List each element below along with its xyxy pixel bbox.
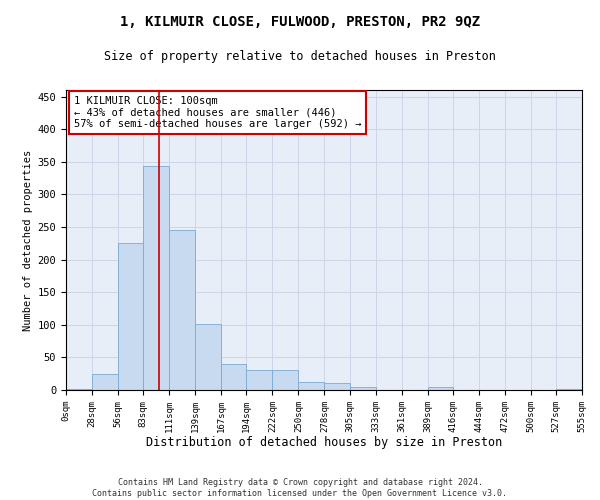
Y-axis label: Number of detached properties: Number of detached properties <box>23 150 34 330</box>
Text: 1, KILMUIR CLOSE, FULWOOD, PRESTON, PR2 9QZ: 1, KILMUIR CLOSE, FULWOOD, PRESTON, PR2 … <box>120 15 480 29</box>
Bar <box>350 386 376 390</box>
Bar <box>169 230 195 390</box>
Bar <box>247 370 272 390</box>
Bar <box>272 370 298 390</box>
Bar <box>118 242 143 390</box>
Bar <box>92 374 118 390</box>
Bar <box>195 324 221 390</box>
Bar <box>428 386 453 390</box>
Bar <box>143 166 169 390</box>
Bar <box>298 382 325 390</box>
X-axis label: Distribution of detached houses by size in Preston: Distribution of detached houses by size … <box>146 436 502 449</box>
Text: 1 KILMUIR CLOSE: 100sqm
← 43% of detached houses are smaller (446)
57% of semi-d: 1 KILMUIR CLOSE: 100sqm ← 43% of detache… <box>74 96 361 129</box>
Text: Size of property relative to detached houses in Preston: Size of property relative to detached ho… <box>104 50 496 63</box>
Bar <box>221 364 247 390</box>
Text: Contains HM Land Registry data © Crown copyright and database right 2024.
Contai: Contains HM Land Registry data © Crown c… <box>92 478 508 498</box>
Bar <box>325 384 350 390</box>
